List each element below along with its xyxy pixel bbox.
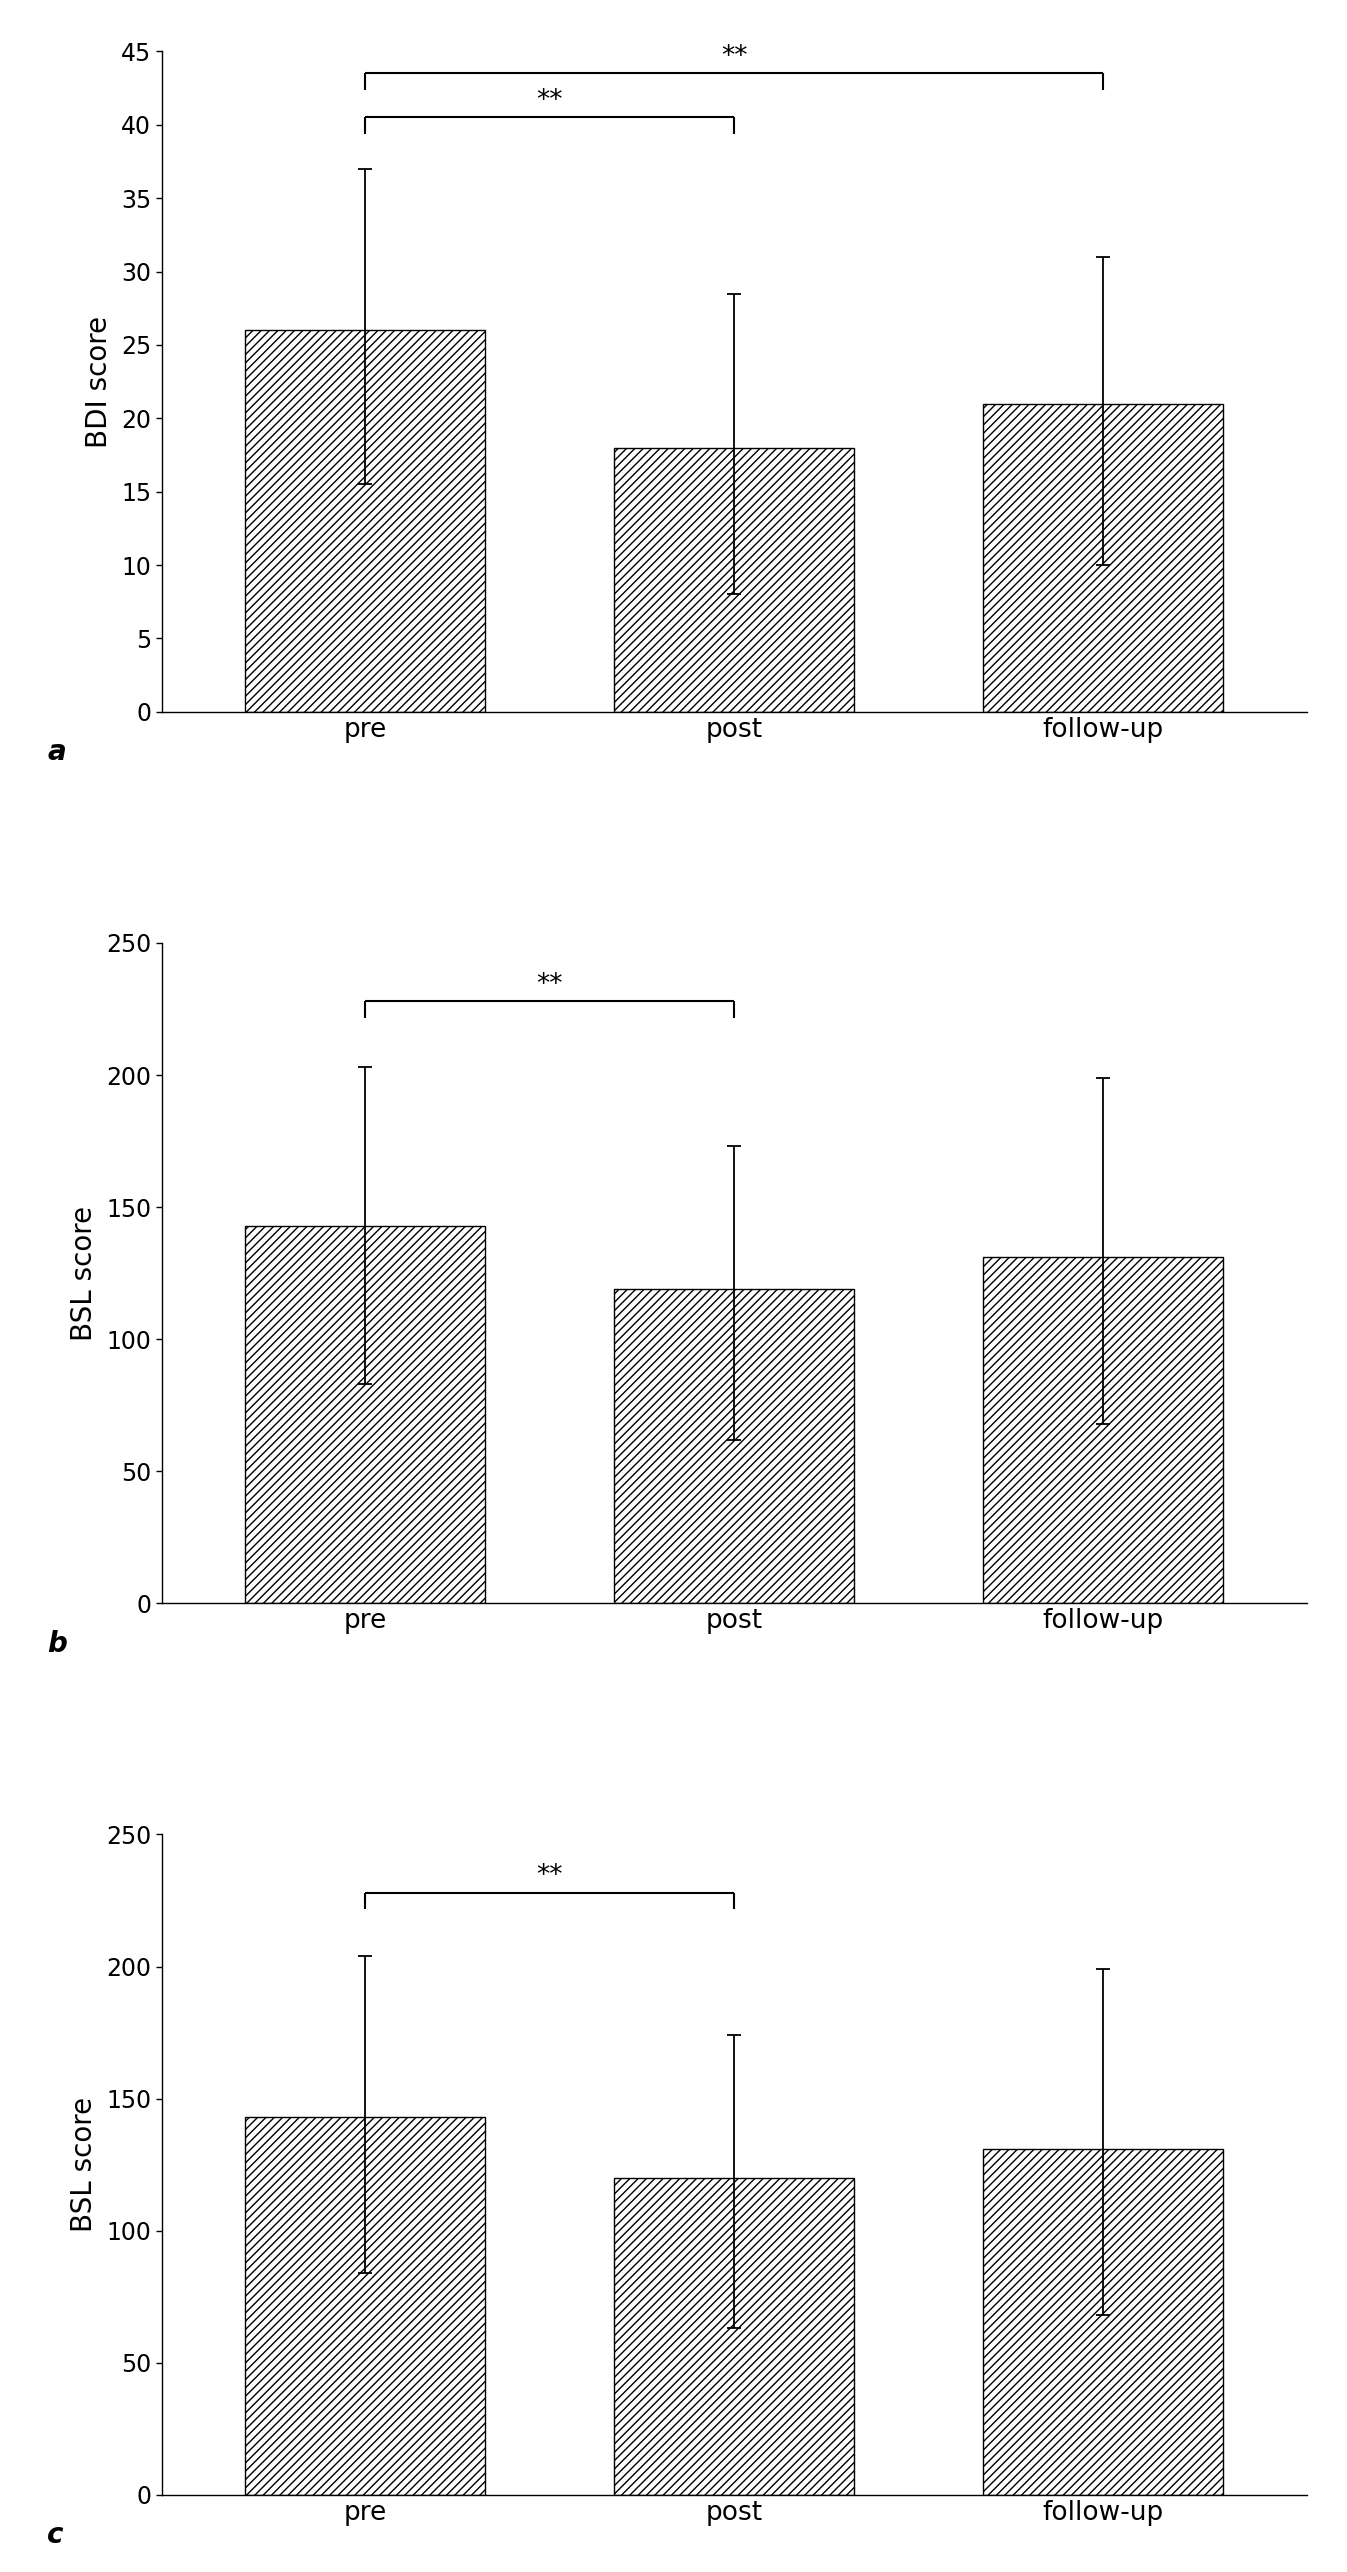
Bar — [983, 404, 1223, 712]
Text: a: a — [47, 738, 66, 766]
Bar — [614, 2178, 854, 2495]
Y-axis label: BDI score: BDI score — [85, 316, 113, 448]
Y-axis label: BSL score: BSL score — [70, 2096, 97, 2232]
Y-axis label: BSL score: BSL score — [70, 1206, 97, 1340]
Bar — [614, 1289, 854, 1602]
Bar — [245, 329, 485, 712]
Bar — [614, 448, 854, 712]
Bar — [245, 1227, 485, 1602]
Text: **: ** — [721, 44, 748, 69]
Bar — [983, 2148, 1223, 2495]
Text: b: b — [47, 1631, 67, 1659]
Bar — [983, 1258, 1223, 1602]
Bar — [245, 2117, 485, 2495]
Text: **: ** — [536, 972, 563, 998]
Text: **: ** — [536, 87, 563, 113]
Text: c: c — [47, 2521, 63, 2549]
Text: **: ** — [536, 1862, 563, 1890]
